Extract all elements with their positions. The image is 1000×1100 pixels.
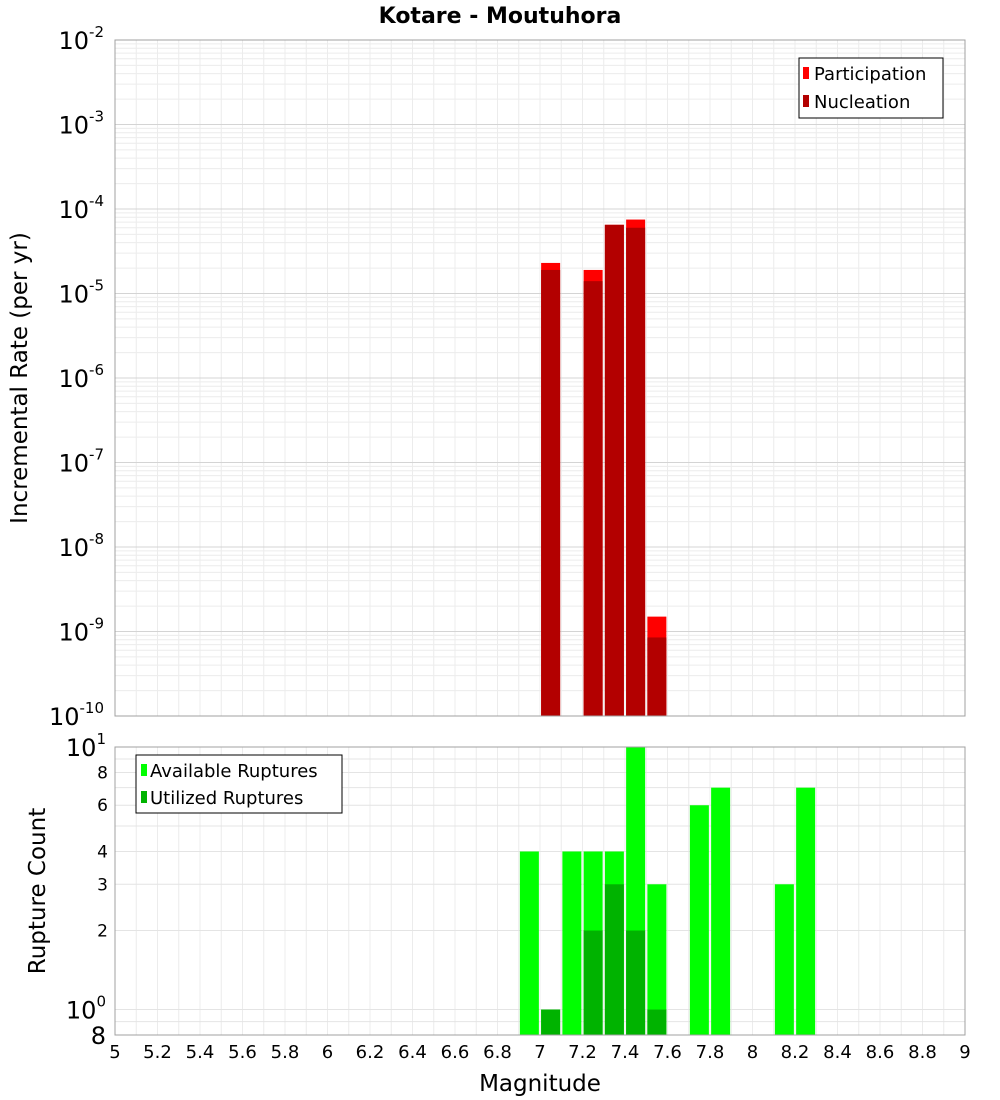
rate-y-ticks: 10-10 10-9 10-8 10-7 10-6 10-5 10-4 10-3 10-2 xyxy=(49,23,104,731)
rate-y-tick-label: 10-10 xyxy=(49,699,104,731)
count-y-tick-label: 6 xyxy=(97,796,108,816)
count-y-tick-label: 4 xyxy=(97,842,108,862)
rate-plot: 10-10 10-9 10-8 10-7 10-6 10-5 10-4 10-3 10-2 In… xyxy=(7,23,966,731)
rate-legend-box xyxy=(798,57,944,119)
legend-label-utilized: Utilized Ruptures xyxy=(150,788,303,809)
x-tick-label: 8.8 xyxy=(908,1042,937,1063)
rate-gridlines xyxy=(114,40,966,717)
legend-label-available: Available Ruptures xyxy=(150,761,318,782)
rate-y-tick-label: 10-2 xyxy=(58,23,104,55)
bar-nucleation-7_35 xyxy=(604,224,624,716)
x-tick-label: 5.4 xyxy=(186,1042,215,1063)
x-ticks: 5 5.2 5.4 5.6 5.8 6 6.2 6.4 6.6 6.8 7 7.2 7.4 7.6 7.8 8… xyxy=(109,1042,970,1063)
bar-available-7_75 xyxy=(689,805,709,1035)
rate-y-tick-label: 10-9 xyxy=(58,615,104,647)
bar-utilized-7_55 xyxy=(647,1009,667,1035)
count-legend-box xyxy=(135,754,343,814)
rate-legend: Participation Nucleation xyxy=(798,57,944,119)
x-tick-label: 8.2 xyxy=(781,1042,810,1063)
x-tick-label: 5.8 xyxy=(271,1042,300,1063)
x-tick-label: 8 xyxy=(747,1042,758,1063)
rate-y-tick-label: 10-8 xyxy=(58,530,104,562)
x-tick-label: 5.6 xyxy=(228,1042,257,1063)
count-bars xyxy=(519,747,816,1035)
x-tick-label: 7.4 xyxy=(611,1042,640,1063)
x-tick-label: 6.8 xyxy=(483,1042,512,1063)
bar-available-7_55 xyxy=(647,884,667,1035)
rate-y-tick-label: 10-5 xyxy=(58,277,104,309)
x-tick-label: 7 xyxy=(534,1042,545,1063)
legend-label-participation: Participation xyxy=(814,64,926,85)
x-tick-label: 6.4 xyxy=(398,1042,427,1063)
bar-available-8_15 xyxy=(774,884,794,1035)
x-tick-label: 6 xyxy=(322,1042,333,1063)
count-y-axis-label: Rupture Count xyxy=(25,808,51,974)
legend-swatch-utilized xyxy=(141,791,147,803)
bar-nucleation-7_45 xyxy=(626,227,646,716)
count-y-tick-label: 3 xyxy=(97,875,108,895)
x-tick-label: 7.2 xyxy=(568,1042,597,1063)
bar-utilized-7_45 xyxy=(626,930,646,1035)
count-y-tick-label: 2 xyxy=(97,922,108,942)
count-y-tick-power: 101 xyxy=(66,730,106,762)
bar-utilized-7_25 xyxy=(583,930,603,1035)
bar-nucleation-7_05 xyxy=(541,269,561,716)
bar-utilized-7_35 xyxy=(604,884,624,1035)
bar-available-7_15 xyxy=(562,851,582,1035)
bar-available-6_95 xyxy=(519,851,539,1035)
chart-title: Kotare - Moutuhora xyxy=(379,4,622,29)
count-y-tick-bottom: 8 xyxy=(91,1022,106,1050)
x-tick-label: 6.2 xyxy=(356,1042,385,1063)
bar-nucleation-7_55 xyxy=(647,637,667,716)
x-tick-label: 9 xyxy=(959,1042,970,1063)
x-tick-label: 5 xyxy=(109,1042,120,1063)
rate-y-tick-label: 10-4 xyxy=(58,192,104,224)
rate-plot-frame xyxy=(114,39,966,717)
rate-y-tick-label: 10-7 xyxy=(58,446,104,478)
legend-swatch-participation xyxy=(803,67,809,79)
x-tick-label: 7.6 xyxy=(653,1042,682,1063)
bar-utilized-7_05 xyxy=(541,1009,561,1035)
legend-swatch-available xyxy=(141,764,147,776)
count-y-tick-power: 100 xyxy=(66,993,106,1025)
count-plot-frame xyxy=(114,746,966,1036)
count-y-tick-label: 8 xyxy=(97,763,108,783)
x-axis-label: Magnitude xyxy=(479,1071,601,1097)
count-legend: Available Ruptures Utilized Ruptures xyxy=(135,754,343,814)
rate-y-axis-label: Incremental Rate (per yr) xyxy=(7,232,33,524)
bar-nucleation-7_25 xyxy=(583,281,603,716)
x-tick-label: 8.6 xyxy=(866,1042,895,1063)
x-tick-label: 5.2 xyxy=(143,1042,172,1063)
bar-available-8_25 xyxy=(796,787,816,1035)
legend-label-nucleation: Nucleation xyxy=(814,92,910,113)
x-tick-label: 7.8 xyxy=(696,1042,725,1063)
bar-available-7_85 xyxy=(711,787,731,1035)
x-tick-label: 8.4 xyxy=(823,1042,852,1063)
x-tick-label: 6.6 xyxy=(441,1042,470,1063)
rate-y-tick-label: 10-6 xyxy=(58,361,104,393)
rate-y-tick-label: 10-3 xyxy=(58,108,104,140)
rate-bars xyxy=(541,219,667,717)
legend-swatch-nucleation xyxy=(803,95,809,107)
